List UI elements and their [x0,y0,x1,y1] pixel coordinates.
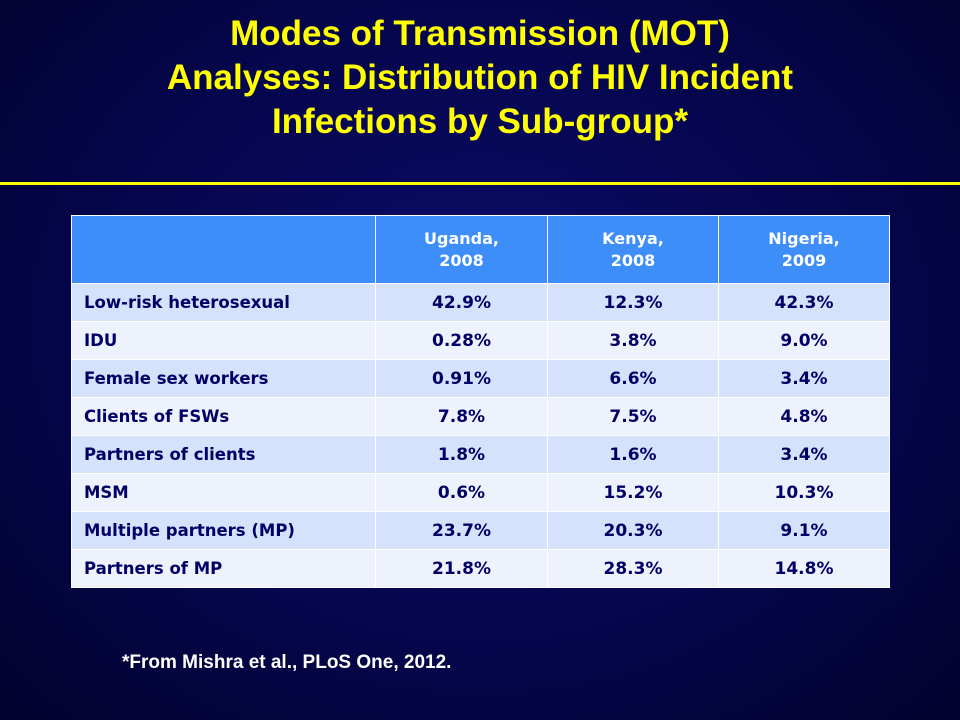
nigeria-value-cell: 9.1% [718,511,890,550]
title-line-3: Infections by Sub-group* [271,102,689,141]
row-label-cell: Clients of FSWs [71,397,376,436]
nigeria-value-cell: 10.3% [718,473,890,512]
row-label-cell: Partners of MP [71,549,376,588]
kenya-value-cell: 7.5% [547,397,719,436]
kenya-value-cell: 28.3% [547,549,719,588]
incidence-table: Uganda, 2008 Kenya, 2008 Nigeria, 2009 Low-… [71,215,890,588]
table-row: Female sex workers 0.91% 6.6% 3.4% [71,359,890,398]
footnote: *From Mishra et al., PLoS One, 2012. [122,652,452,673]
nigeria-value-cell: 9.0% [718,321,890,360]
nigeria-value-cell: 3.4% [718,359,890,398]
table-header-row: Uganda, 2008 Kenya, 2008 Nigeria, 2009 [71,215,890,284]
table-row: Low-risk heterosexual 42.9% 12.3% 42.3% [71,283,890,322]
table-row: MSM 0.6% 15.2% 10.3% [71,473,890,512]
nigeria-value-cell: 3.4% [718,435,890,474]
row-label-cell: Female sex workers [71,359,376,398]
table-body: Low-risk heterosexual 42.9% 12.3% 42.3% IDU 0… [71,283,890,588]
header-nigeria-label: Nigeria, 2009 [768,228,840,270]
uganda-value-cell: 42.9% [375,283,548,322]
title-line-1: Modes of Transmission (MOT) [230,14,730,53]
table-row: Multiple partners (MP) 23.7% 20.3% 9.1% [71,511,890,550]
uganda-value-cell: 0.91% [375,359,548,398]
header-uganda-label: Uganda, 2008 [424,228,499,270]
header-nigeria: Nigeria, 2009 [718,215,890,284]
row-label-cell: IDU [71,321,376,360]
header-kenya-label: Kenya, 2008 [602,228,664,270]
kenya-value-cell: 15.2% [547,473,719,512]
slide-title: Modes of Transmission (MOT) Analyses: Di… [0,12,960,144]
header-kenya: Kenya, 2008 [547,215,719,284]
header-blank [71,215,376,284]
uganda-value-cell: 0.6% [375,473,548,512]
nigeria-value-cell: 4.8% [718,397,890,436]
kenya-value-cell: 20.3% [547,511,719,550]
row-label-cell: Multiple partners (MP) [71,511,376,550]
incidence-table-container: Uganda, 2008 Kenya, 2008 Nigeria, 2009 Low-… [71,215,890,588]
uganda-value-cell: 21.8% [375,549,548,588]
kenya-value-cell: 3.8% [547,321,719,360]
uganda-value-cell: 1.8% [375,435,548,474]
nigeria-value-cell: 42.3% [718,283,890,322]
table-row: Partners of MP 21.8% 28.3% 14.8% [71,549,890,588]
row-label-cell: Partners of clients [71,435,376,474]
header-uganda: Uganda, 2008 [375,215,548,284]
kenya-value-cell: 1.6% [547,435,719,474]
table-row: Clients of FSWs 7.8% 7.5% 4.8% [71,397,890,436]
title-divider [0,182,960,185]
table-row: IDU 0.28% 3.8% 9.0% [71,321,890,360]
kenya-value-cell: 6.6% [547,359,719,398]
nigeria-value-cell: 14.8% [718,549,890,588]
kenya-value-cell: 12.3% [547,283,719,322]
uganda-value-cell: 23.7% [375,511,548,550]
row-label-cell: Low-risk heterosexual [71,283,376,322]
row-label-cell: MSM [71,473,376,512]
uganda-value-cell: 7.8% [375,397,548,436]
table-row: Partners of clients 1.8% 1.6% 3.4% [71,435,890,474]
title-line-2: Analyses: Distribution of HIV Incident [166,58,794,97]
uganda-value-cell: 0.28% [375,321,548,360]
